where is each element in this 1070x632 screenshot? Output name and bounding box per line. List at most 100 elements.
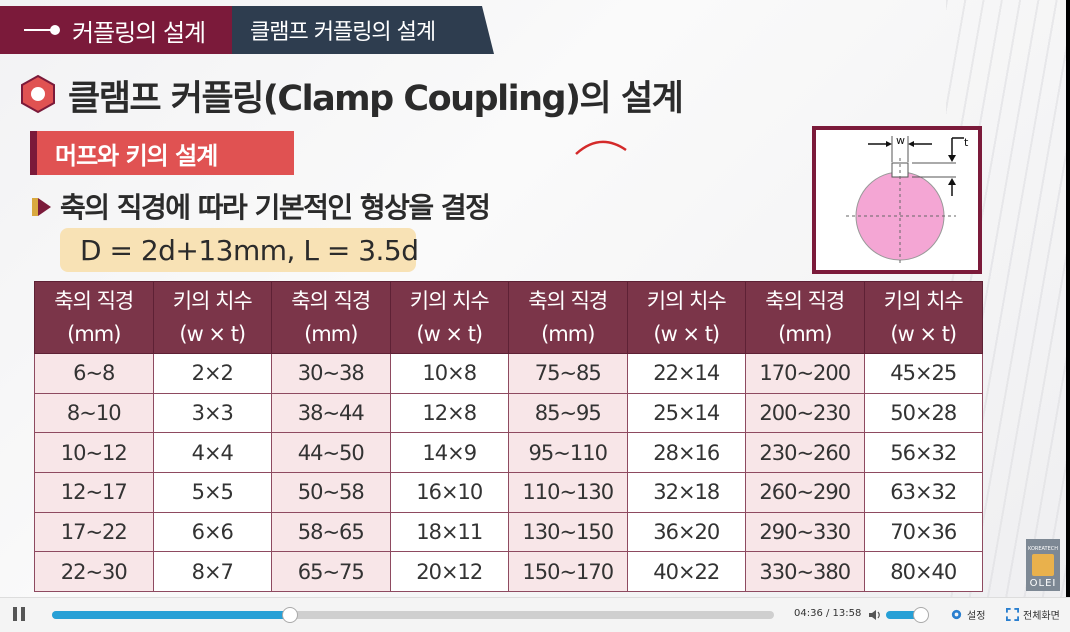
- time-display: 04:36 / 13:58: [794, 608, 862, 619]
- table-row: 10~12 4×4 44~50 14×9 95~110 28×16 230~260 56×32: [34, 432, 983, 474]
- t-label: t: [964, 136, 969, 149]
- shaft-diameter-cell: 22~30: [34, 551, 154, 593]
- key-dimension-table: 축의 직경 (mm) 키의 치수 (w × t) 축의 직경 (mm) 키의 치수 (w × …: [34, 281, 983, 593]
- header-main-title: 커플링의 설계: [72, 18, 206, 47]
- shaft-diameter-cell: 260~290: [745, 472, 865, 513]
- key-size-cell: 3×3: [152, 392, 272, 434]
- key-size-cell: 80×40: [863, 551, 983, 593]
- table-row: 12~17 5×5 50~58 16×10 110~130 32×18 260~290 63×…: [34, 472, 983, 513]
- fullscreen-icon: [1006, 608, 1019, 621]
- bullet-dot-icon: [24, 25, 60, 35]
- shaft-diameter-cell: 200~230: [745, 392, 865, 434]
- key-size-cell: 70×36: [863, 511, 983, 553]
- key-size-cell: 10×8: [389, 353, 509, 394]
- header-sub-tab: 클램프 커플링의 설계: [232, 6, 494, 54]
- shaft-key-diagram-svg: w t: [846, 134, 969, 264]
- table-header-cell: 축의 직경 (mm): [271, 281, 391, 354]
- shaft-diameter-cell: 110~130: [508, 472, 628, 513]
- key-size-cell: 56×32: [863, 432, 983, 474]
- section-label: 머프와 키의 설계: [30, 131, 294, 175]
- key-size-cell: 32×18: [626, 472, 746, 513]
- table-header-cell: 축의 직경 (mm): [34, 281, 154, 354]
- header-line1: 축의 직경: [765, 288, 845, 313]
- header-line1: 키의 치수: [646, 288, 727, 313]
- table-header-cell: 키의 치수 (w × t): [863, 281, 983, 354]
- gear-icon: [951, 609, 962, 620]
- shaft-diameter-cell: 8~10: [34, 392, 154, 434]
- key-size-cell: 12×8: [389, 392, 509, 434]
- header-line1: 키의 치수: [409, 288, 490, 313]
- header-line2: (mm): [778, 321, 832, 346]
- volume-slider[interactable]: [886, 611, 926, 619]
- volume-icon[interactable]: [868, 608, 882, 622]
- table-row: 6~8 2×2 30~38 10×8 75~85 22×14 170~200 45×25: [34, 353, 983, 394]
- key-size-cell: 25×14: [626, 392, 746, 434]
- key-size-cell: 50×28: [863, 392, 983, 434]
- header-line1: 축의 직경: [54, 288, 134, 313]
- key-size-cell: 14×9: [389, 432, 509, 474]
- table-header-cell: 키의 치수 (w × t): [389, 281, 509, 354]
- key-size-cell: 28×16: [626, 432, 746, 474]
- header-line2: (mm): [304, 321, 358, 346]
- pause-button[interactable]: [10, 607, 28, 625]
- key-size-cell: 5×5: [152, 472, 272, 513]
- header-main-tab: 커플링의 설계: [0, 6, 232, 54]
- table-header-row: 축의 직경 (mm) 키의 치수 (w × t) 축의 직경 (mm) 키의 치수 (w × …: [34, 281, 983, 354]
- bullet-text: 축의 직경에 따라 기본적인 형상을 결정: [60, 191, 491, 224]
- header-line2: (w × t): [416, 321, 483, 346]
- header-line2: (w × t): [890, 321, 957, 346]
- bullet-bar-icon: [32, 198, 38, 216]
- table-header-cell: 축의 직경 (mm): [745, 281, 865, 354]
- table-row: 8~10 3×3 38~44 12×8 85~95 25×14 200~230 50×28: [34, 392, 983, 434]
- key-diagram: w t: [812, 126, 982, 274]
- header-line1: 키의 치수: [172, 288, 253, 313]
- bullet-arrow-icon: [38, 198, 51, 216]
- shaft-diameter-cell: 75~85: [508, 353, 628, 394]
- shaft-diameter-cell: 65~75: [271, 551, 391, 593]
- seek-handle[interactable]: [282, 607, 299, 623]
- video-player-controls: 04:36 / 13:58 설정 전체화면: [0, 597, 1070, 632]
- w-label: w: [896, 134, 905, 147]
- key-size-cell: 40×22: [626, 551, 746, 593]
- settings-label: 설정: [967, 611, 986, 622]
- fullscreen-label: 전체화면: [1023, 611, 1060, 622]
- shaft-diameter-cell: 230~260: [745, 432, 865, 474]
- key-size-cell: 63×32: [863, 472, 983, 513]
- header-sub-title: 클램프 커플링의 설계: [250, 20, 436, 45]
- volume-handle[interactable]: [913, 607, 929, 623]
- header-line2: (w × t): [179, 321, 246, 346]
- shaft-diameter-cell: 330~380: [745, 551, 865, 593]
- key-size-cell: 2×2: [152, 353, 272, 394]
- shaft-diameter-cell: 17~22: [34, 511, 154, 553]
- shaft-diameter-cell: 30~38: [271, 353, 391, 394]
- shaft-diameter-cell: 44~50: [271, 432, 391, 474]
- header-line2: (mm): [541, 321, 595, 346]
- shaft-diameter-cell: 10~12: [34, 432, 154, 474]
- formula-text: D = 2d+13mm, L = 3.5d: [80, 233, 419, 267]
- pause-icon-bar-left: [13, 607, 17, 621]
- header-line2: (mm): [67, 321, 121, 346]
- fullscreen-button[interactable]: 전체화면: [1006, 607, 1060, 622]
- koreatech-olei-logo: KOREATECH OLEI: [1026, 539, 1060, 591]
- shaft-diameter-cell: 12~17: [34, 472, 154, 513]
- logo-name: OLEI: [1029, 578, 1057, 589]
- key-size-cell: 4×4: [152, 432, 272, 474]
- seek-bar-progress: [52, 611, 291, 619]
- shaft-diameter-cell: 95~110: [508, 432, 628, 474]
- logo-mark-icon: [1032, 554, 1054, 576]
- header-line1: 축의 직경: [528, 288, 608, 313]
- table-row: 17~22 6×6 58~65 18×11 130~150 36×20 290~330 70×…: [34, 511, 983, 553]
- pause-icon-bar-right: [21, 607, 25, 621]
- key-size-cell: 6×6: [152, 511, 272, 553]
- shaft-diameter-cell: 290~330: [745, 511, 865, 553]
- settings-button[interactable]: 설정: [950, 607, 985, 622]
- formula-box: D = 2d+13mm, L = 3.5d: [60, 228, 419, 272]
- header-line1: 축의 직경: [291, 288, 371, 313]
- key-size-cell: 20×12: [389, 551, 509, 593]
- shaft-diameter-cell: 170~200: [745, 353, 865, 394]
- hexagon-bolt-icon: [21, 74, 55, 114]
- table-row: 22~30 8×7 65~75 20×12 150~170 40×22 330~380 80×…: [34, 551, 983, 593]
- shaft-diameter-cell: 6~8: [34, 353, 154, 394]
- seek-bar[interactable]: [52, 607, 774, 623]
- slide: 커플링의 설계 클램프 커플링의 설계 클램프 커플링(Clamp Coupli…: [0, 0, 1066, 597]
